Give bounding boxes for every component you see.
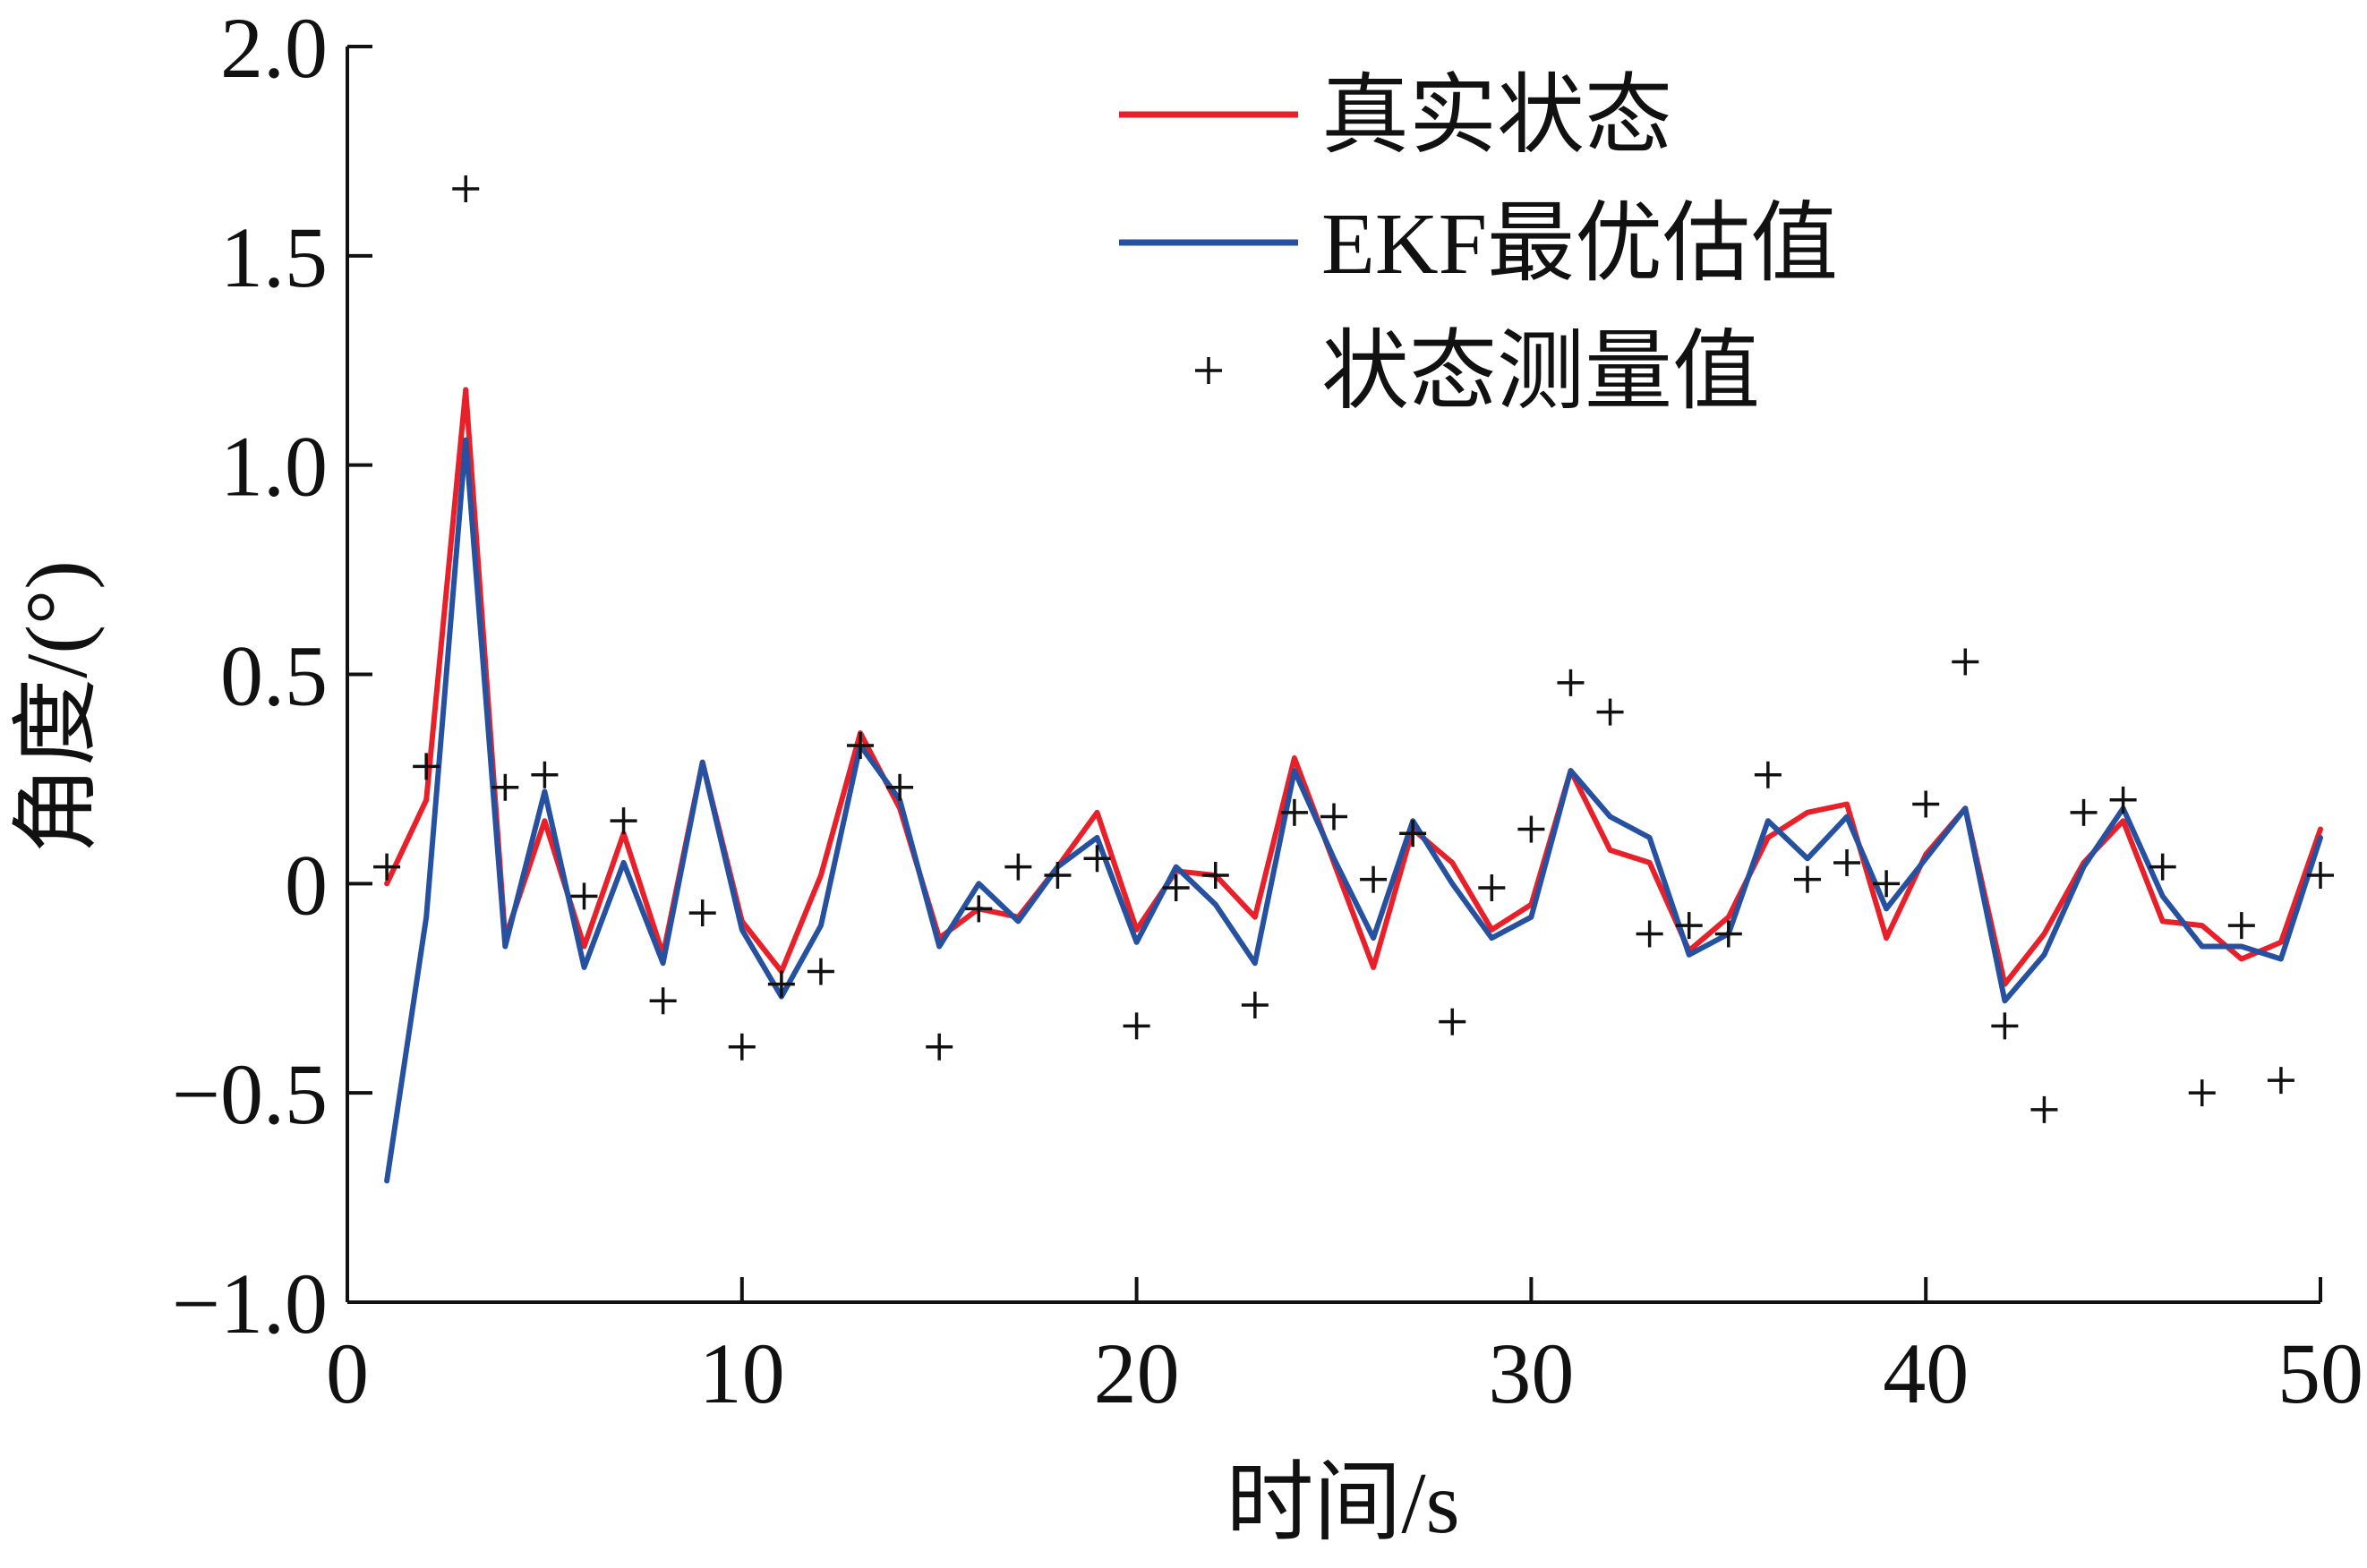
ticks: 2.01.51.00.50−0.5−1.00 10 20 30 40 50 bbox=[172, 0, 2363, 1421]
measurement-marker bbox=[1004, 853, 1032, 881]
x-tick-label: 40 bbox=[1883, 1325, 1969, 1421]
measurement-marker bbox=[1320, 803, 1347, 831]
y-tick-label: −1.0 bbox=[172, 1256, 328, 1351]
measurement-marker bbox=[570, 882, 598, 910]
measurement-marker bbox=[531, 761, 559, 788]
measurement-marker bbox=[965, 895, 993, 923]
measurement-marker bbox=[1793, 865, 1821, 893]
measurement-marker bbox=[1833, 848, 1861, 876]
x-tick-label: 20 bbox=[1094, 1325, 1180, 1421]
measurement-marker bbox=[2070, 798, 2098, 826]
measurement-marker bbox=[1280, 798, 1308, 826]
measurement-marker bbox=[1873, 870, 1901, 898]
measurement-marker bbox=[1201, 861, 1229, 889]
measurement-marker bbox=[1083, 845, 1111, 873]
legend-item: 状态测量值 bbox=[1195, 324, 1760, 421]
legend-label: 状态测量值 bbox=[1321, 324, 1760, 421]
measurement-marker bbox=[1517, 815, 1545, 843]
measurement-marker bbox=[1241, 991, 1269, 1018]
x-tick-label: 50 bbox=[2277, 1325, 2363, 1421]
measurement-marker bbox=[886, 773, 914, 801]
measurement-marker bbox=[2267, 1067, 2294, 1095]
series-layer bbox=[373, 175, 2334, 1184]
measurement-marker bbox=[688, 899, 716, 927]
measurement-marker bbox=[1478, 874, 1506, 902]
measurement-marker bbox=[1714, 920, 1742, 948]
measurement-marker bbox=[1991, 1012, 2019, 1040]
y-tick-label: 1.0 bbox=[220, 419, 328, 515]
y-tick-label: −0.5 bbox=[172, 1046, 328, 1142]
measurement-marker bbox=[2227, 912, 2255, 940]
measurement-marker bbox=[1596, 698, 1624, 726]
measurement-marker bbox=[2307, 861, 2334, 889]
legend-label: 真实状态 bbox=[1321, 68, 1672, 165]
measurement-marker bbox=[807, 958, 834, 985]
x-tick-label: 10 bbox=[699, 1325, 785, 1421]
x-tick-label: 30 bbox=[1488, 1325, 1574, 1421]
y-tick-label: 1.5 bbox=[220, 209, 328, 305]
measurement-marker bbox=[452, 175, 480, 203]
measurement-marker bbox=[2188, 1079, 2216, 1107]
measurement-marker bbox=[373, 853, 401, 881]
x-axis-label: 时间/s bbox=[1226, 1455, 1459, 1552]
measurement-marker bbox=[1044, 861, 1072, 889]
measurement-marker bbox=[2030, 1095, 2058, 1123]
y-tick-label: 0 bbox=[285, 837, 328, 933]
measurement-marker bbox=[649, 987, 677, 1015]
measurement-marker bbox=[926, 1033, 953, 1061]
measurement-marker bbox=[767, 970, 795, 998]
measurement-marker bbox=[1399, 820, 1427, 848]
legend-item: 真实状态 bbox=[1119, 68, 1672, 165]
y-tick-label: 0.5 bbox=[220, 628, 328, 724]
measurement-marker bbox=[1439, 1008, 1466, 1035]
measurement-marker bbox=[1360, 865, 1388, 893]
measurement-marker bbox=[1162, 874, 1190, 902]
measurement-marker bbox=[1123, 1012, 1150, 1040]
measurement-marker bbox=[1636, 920, 1663, 948]
y-tick-label: 2.0 bbox=[220, 0, 328, 96]
measurement-marker bbox=[728, 1033, 756, 1061]
series-line bbox=[384, 437, 2323, 1184]
measurement-marker bbox=[1754, 761, 1782, 788]
measurement-marker bbox=[2109, 786, 2137, 814]
measurement-marker bbox=[2149, 853, 2176, 881]
legend-item: EKF最优估值 bbox=[1119, 196, 1838, 293]
measurement-marker bbox=[491, 773, 519, 801]
measurement-marker bbox=[1952, 648, 1979, 676]
measurement-marker bbox=[610, 807, 637, 835]
x-tick-label: 0 bbox=[326, 1325, 369, 1421]
measurement-marker bbox=[1912, 790, 1940, 818]
measurement-marker bbox=[1557, 669, 1585, 696]
y-axis-label: 角度/(°) bbox=[9, 560, 106, 854]
measurement-marker bbox=[847, 732, 875, 760]
measurement-marker bbox=[1675, 912, 1703, 940]
measurement-marker bbox=[413, 753, 440, 780]
legend-label: EKF最优估值 bbox=[1321, 196, 1838, 293]
